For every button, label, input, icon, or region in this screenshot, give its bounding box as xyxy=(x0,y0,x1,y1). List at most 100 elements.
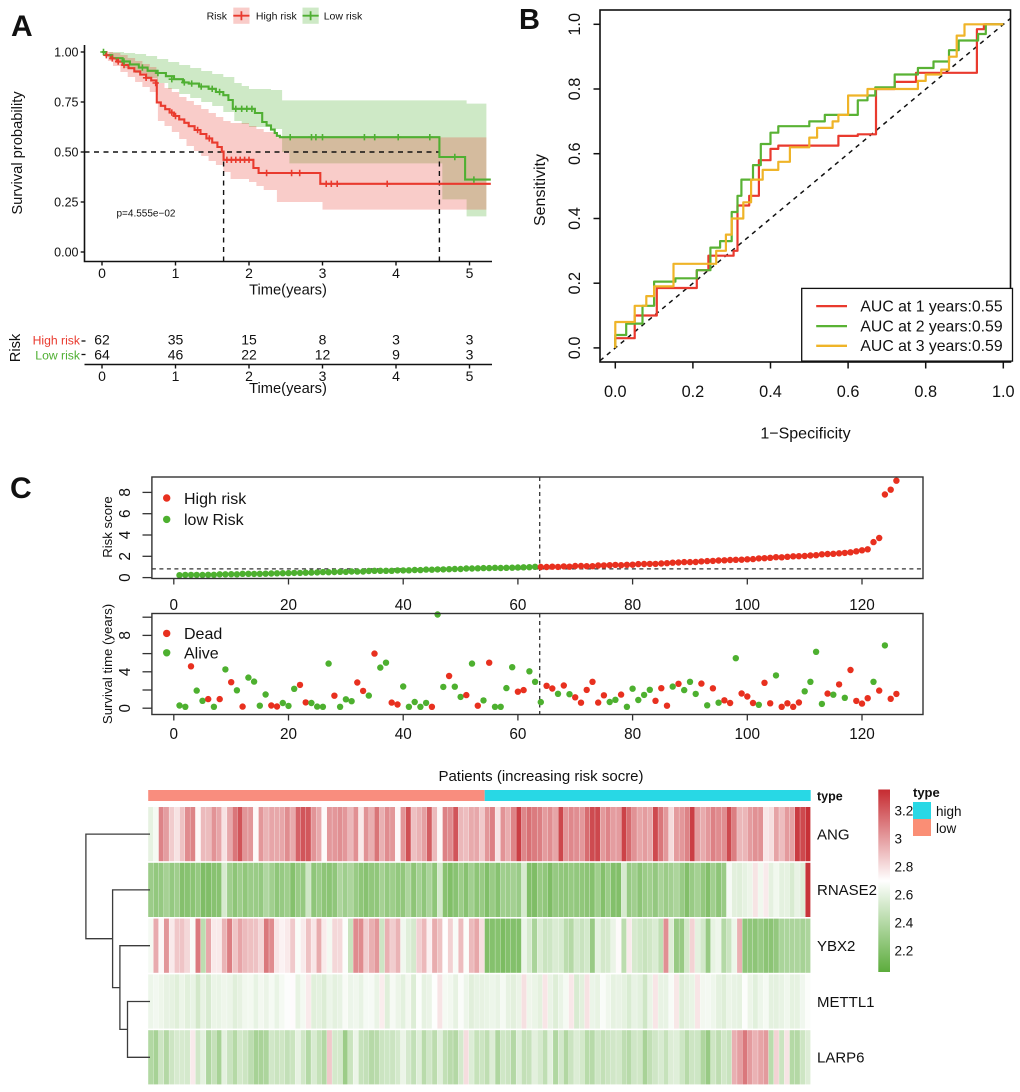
svg-text:120: 120 xyxy=(849,726,875,743)
svg-text:2: 2 xyxy=(245,368,253,384)
svg-text:High risk: High risk xyxy=(33,334,81,348)
svg-text:2.6: 2.6 xyxy=(895,888,914,903)
svg-text:Sensitivity: Sensitivity xyxy=(532,154,549,226)
svg-text:RNASE2: RNASE2 xyxy=(817,882,877,899)
svg-text:High risk: High risk xyxy=(256,10,298,22)
svg-text:62: 62 xyxy=(94,332,110,348)
svg-text:1−Specificity: 1−Specificity xyxy=(760,426,850,443)
svg-text:4: 4 xyxy=(392,265,400,281)
svg-text:Time(years): Time(years) xyxy=(249,381,327,397)
svg-text:40: 40 xyxy=(395,726,412,743)
svg-text:0.25: 0.25 xyxy=(54,195,78,209)
svg-text:low Risk: low Risk xyxy=(184,512,245,529)
svg-text:AUC at 2 years:0.59: AUC at 2 years:0.59 xyxy=(860,318,1002,335)
svg-text:1: 1 xyxy=(172,368,180,384)
svg-text:ANG: ANG xyxy=(817,826,850,843)
svg-text:60: 60 xyxy=(509,726,526,743)
svg-text:0.2: 0.2 xyxy=(682,383,705,401)
svg-text:Time(years): Time(years) xyxy=(249,283,327,299)
svg-text:4: 4 xyxy=(117,667,134,676)
svg-text:Low risk: Low risk xyxy=(324,10,363,22)
svg-text:4: 4 xyxy=(392,368,400,384)
svg-text:1.0: 1.0 xyxy=(992,383,1015,401)
svg-text:high: high xyxy=(936,804,962,819)
svg-text:40: 40 xyxy=(395,597,412,614)
svg-text:0.4: 0.4 xyxy=(759,383,782,401)
svg-text:8: 8 xyxy=(117,631,134,640)
svg-text:1.00: 1.00 xyxy=(54,45,78,59)
svg-text:0.75: 0.75 xyxy=(54,95,78,109)
svg-text:100: 100 xyxy=(735,726,761,743)
svg-text:0.00: 0.00 xyxy=(54,245,78,259)
svg-text:0.8: 0.8 xyxy=(566,78,584,101)
svg-text:3.2: 3.2 xyxy=(895,804,914,819)
svg-text:Patients (increasing risk socr: Patients (increasing risk socre) xyxy=(438,768,643,785)
svg-text:0: 0 xyxy=(98,368,106,384)
svg-text:3: 3 xyxy=(466,332,474,348)
svg-text:12: 12 xyxy=(315,346,331,362)
svg-text:AUC at 1 years:0.55: AUC at 1 years:0.55 xyxy=(860,298,1002,315)
svg-text:20: 20 xyxy=(280,597,297,614)
svg-text:0.6: 0.6 xyxy=(837,383,860,401)
svg-text:8: 8 xyxy=(319,332,327,348)
svg-text:Survival probability: Survival probability xyxy=(10,91,26,215)
svg-text:2.8: 2.8 xyxy=(895,860,914,875)
svg-text:100: 100 xyxy=(735,597,761,614)
svg-text:2: 2 xyxy=(117,552,134,561)
svg-text:Alive: Alive xyxy=(184,646,219,663)
svg-text:AUC at 3 years:0.59: AUC at 3 years:0.59 xyxy=(860,338,1002,355)
svg-text:0: 0 xyxy=(170,597,179,614)
svg-text:type: type xyxy=(913,785,940,800)
svg-text:Dead: Dead xyxy=(184,626,222,643)
svg-text:3: 3 xyxy=(466,346,474,362)
svg-text:120: 120 xyxy=(849,597,875,614)
svg-text:low: low xyxy=(936,821,957,836)
svg-text:0: 0 xyxy=(117,573,134,582)
svg-text:80: 80 xyxy=(624,597,641,614)
svg-text:METTL1: METTL1 xyxy=(817,994,875,1011)
svg-text:8: 8 xyxy=(117,488,134,497)
svg-text:0.8: 0.8 xyxy=(914,383,937,401)
svg-text:Risk score: Risk score xyxy=(100,496,115,558)
svg-text:60: 60 xyxy=(509,597,526,614)
svg-text:0: 0 xyxy=(117,704,134,713)
svg-text:Risk: Risk xyxy=(8,333,24,362)
svg-text:64: 64 xyxy=(94,346,110,362)
svg-text:2: 2 xyxy=(245,265,253,281)
svg-text:0.50: 0.50 xyxy=(54,145,78,159)
svg-text:A: A xyxy=(11,10,33,43)
svg-text:6: 6 xyxy=(117,509,134,518)
svg-text:0.4: 0.4 xyxy=(566,207,584,230)
svg-text:80: 80 xyxy=(624,726,641,743)
svg-text:type: type xyxy=(817,790,843,804)
svg-text:0: 0 xyxy=(170,726,179,743)
svg-text:22: 22 xyxy=(241,346,257,362)
svg-text:1: 1 xyxy=(172,265,180,281)
svg-text:High risk: High risk xyxy=(184,491,247,508)
svg-text:5: 5 xyxy=(466,368,474,384)
svg-text:1.0: 1.0 xyxy=(566,13,584,36)
svg-text:0.0: 0.0 xyxy=(566,337,584,360)
svg-text:LARP6: LARP6 xyxy=(817,1050,865,1067)
svg-text:9: 9 xyxy=(392,346,400,362)
svg-text:2.4: 2.4 xyxy=(895,916,914,931)
svg-text:0.2: 0.2 xyxy=(566,272,584,295)
svg-text:35: 35 xyxy=(168,332,184,348)
svg-text:2.2: 2.2 xyxy=(895,944,914,959)
svg-text:Risk: Risk xyxy=(207,10,228,22)
svg-text:B: B xyxy=(519,4,540,36)
svg-text:3: 3 xyxy=(319,368,327,384)
svg-text:0.0: 0.0 xyxy=(604,383,627,401)
svg-text:3: 3 xyxy=(895,832,903,847)
svg-text:p=4.555e−02: p=4.555e−02 xyxy=(117,209,176,220)
svg-text:Survival time (years): Survival time (years) xyxy=(100,604,115,724)
svg-text:3: 3 xyxy=(392,332,400,348)
svg-text:15: 15 xyxy=(241,332,257,348)
svg-text:0: 0 xyxy=(98,265,106,281)
svg-text:4: 4 xyxy=(117,530,134,539)
svg-text:0.6: 0.6 xyxy=(566,142,584,165)
svg-text:C: C xyxy=(10,472,32,505)
svg-text:20: 20 xyxy=(280,726,297,743)
svg-text:5: 5 xyxy=(466,265,474,281)
svg-text:Low risk: Low risk xyxy=(35,348,81,362)
